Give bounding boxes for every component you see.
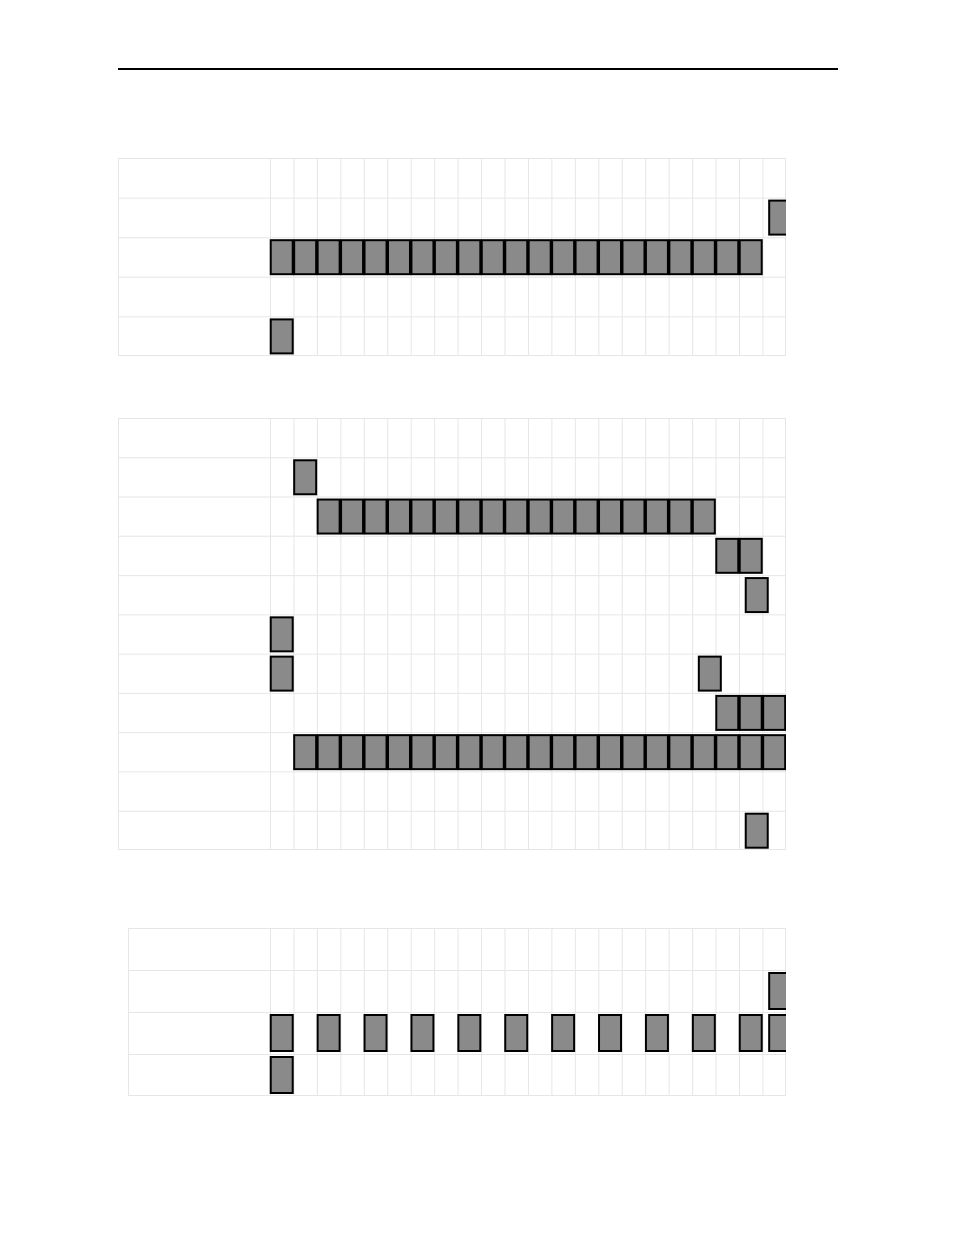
cell — [458, 500, 480, 534]
cell — [271, 319, 293, 353]
cell — [599, 735, 621, 769]
cell — [529, 500, 551, 534]
cell — [646, 500, 668, 534]
cell — [693, 240, 715, 274]
cell — [552, 735, 574, 769]
cell — [746, 814, 768, 848]
cell — [458, 240, 480, 274]
cell — [740, 1015, 762, 1051]
cell — [458, 1015, 480, 1051]
cell — [365, 735, 387, 769]
cell — [482, 240, 504, 274]
cell — [294, 240, 316, 274]
cell — [365, 1015, 387, 1051]
cell — [505, 735, 527, 769]
cell — [505, 240, 527, 274]
cell — [294, 460, 316, 494]
cell — [482, 735, 504, 769]
cell — [271, 657, 293, 691]
chart3-grid — [128, 928, 786, 1096]
top-rule — [118, 68, 838, 70]
cell — [505, 500, 527, 534]
chart2-grid — [118, 418, 786, 850]
cell — [716, 539, 738, 573]
cell — [411, 240, 433, 274]
cell — [646, 240, 668, 274]
cell — [693, 735, 715, 769]
cell — [271, 240, 293, 274]
cell — [576, 500, 598, 534]
cell — [552, 1015, 574, 1051]
cell — [318, 240, 340, 274]
cell — [271, 617, 293, 651]
cell — [716, 240, 738, 274]
cell — [622, 735, 644, 769]
cell — [341, 500, 363, 534]
cell — [318, 735, 340, 769]
cell — [693, 1015, 715, 1051]
cell — [365, 500, 387, 534]
cell — [746, 578, 768, 612]
cell — [769, 201, 786, 235]
cell — [482, 500, 504, 534]
cell — [294, 735, 316, 769]
cell — [763, 735, 785, 769]
cell — [576, 240, 598, 274]
chart2 — [118, 418, 786, 850]
cell — [599, 1015, 621, 1051]
cell — [769, 1015, 786, 1051]
page — [0, 0, 954, 1235]
cell — [411, 735, 433, 769]
cell — [599, 500, 621, 534]
cell — [646, 735, 668, 769]
cell — [341, 240, 363, 274]
cell — [388, 500, 410, 534]
cell — [669, 500, 691, 534]
chart3 — [128, 928, 786, 1096]
cell — [669, 735, 691, 769]
cell — [740, 240, 762, 274]
cell — [271, 1015, 293, 1051]
cell — [505, 1015, 527, 1051]
cell — [576, 735, 598, 769]
cell — [435, 240, 457, 274]
cell — [599, 240, 621, 274]
cell — [769, 973, 786, 1009]
cell — [740, 735, 762, 769]
chart1 — [118, 158, 786, 356]
cell — [699, 657, 721, 691]
cell — [622, 240, 644, 274]
cell — [763, 696, 785, 730]
cell — [365, 240, 387, 274]
cell — [341, 735, 363, 769]
cell — [646, 1015, 668, 1051]
cell — [716, 735, 738, 769]
cell — [622, 500, 644, 534]
cell — [740, 696, 762, 730]
cell — [552, 240, 574, 274]
cell — [693, 500, 715, 534]
cell — [411, 500, 433, 534]
cell — [435, 735, 457, 769]
cell — [740, 539, 762, 573]
cell — [669, 240, 691, 274]
cell — [716, 696, 738, 730]
cell — [271, 1057, 293, 1093]
cell — [458, 735, 480, 769]
cell — [529, 735, 551, 769]
cell — [318, 1015, 340, 1051]
cell — [435, 500, 457, 534]
cell — [411, 1015, 433, 1051]
cell — [318, 500, 340, 534]
cell — [388, 735, 410, 769]
cell — [388, 240, 410, 274]
cell — [552, 500, 574, 534]
cell — [529, 240, 551, 274]
